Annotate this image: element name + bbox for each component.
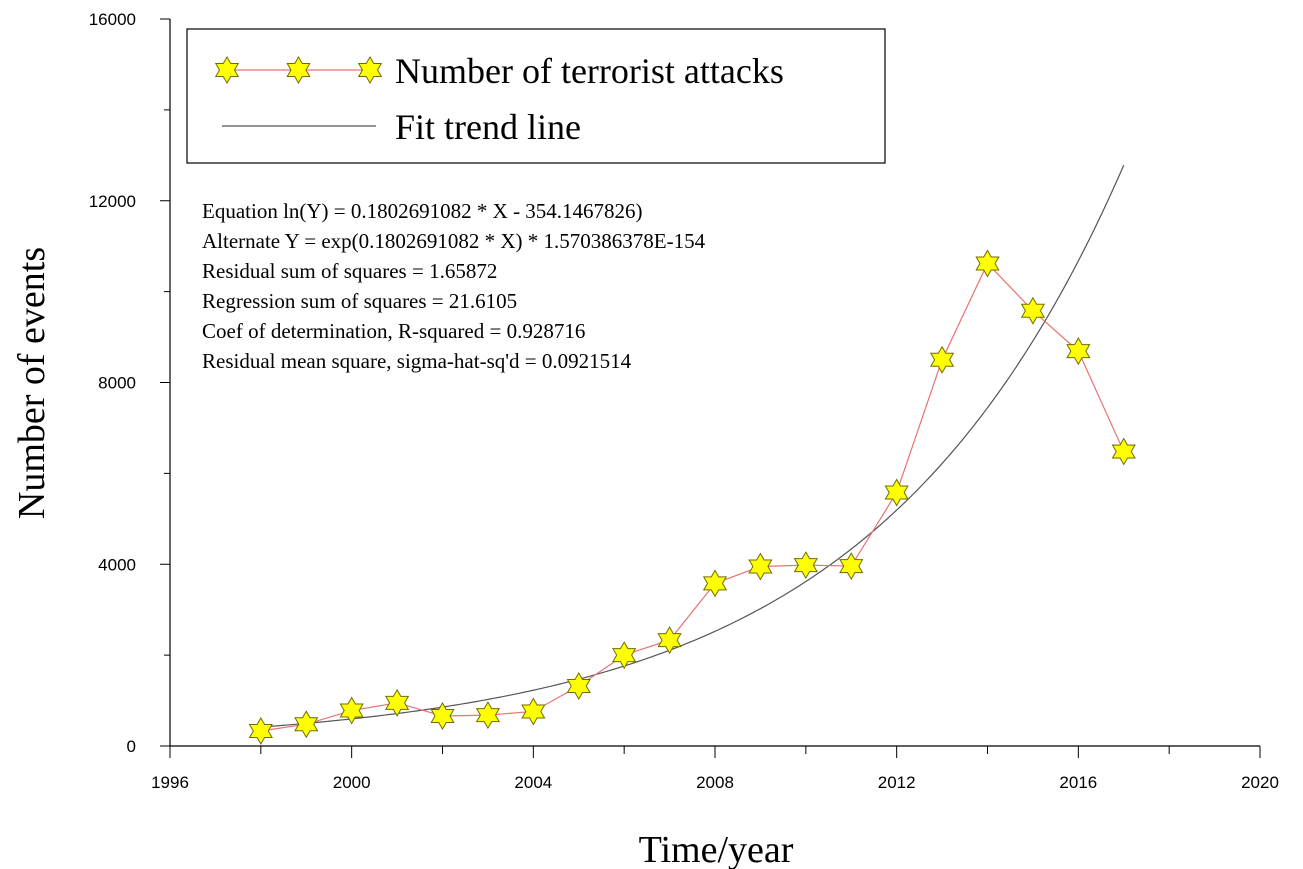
data-point-star [1020,296,1046,325]
y-tick-label: 12000 [89,192,136,211]
legend-star-marker [214,55,240,85]
data-point-star [475,701,501,730]
data-point-star [566,672,591,701]
data-point-star [430,702,455,731]
x-tick-label: 2008 [696,773,734,792]
fit-statistic-line: Regression sum of squares = 21.6105 [202,289,517,313]
x-tick-label: 1996 [151,773,189,792]
fit-statistics: Equation ln(Y) = 0.1802691082 * X - 354.… [202,199,706,373]
data-point-star [339,696,364,725]
data-series-layer [248,249,1136,746]
data-point-star [384,688,410,717]
legend-box [186,28,886,164]
y-tick-label: 16000 [89,10,136,29]
data-point-star [1066,337,1091,366]
data-point-star [612,641,637,670]
fit-trend-line [260,164,1125,728]
data-point-star [839,552,864,581]
data-point-star [657,626,682,655]
data-point-star [929,345,955,374]
fit-trend-line-layer [260,164,1125,728]
data-point-star [521,697,546,726]
legend-label-fit: Fit trend line [395,107,581,147]
x-tick-label: 2012 [878,773,916,792]
x-tick-label: 2004 [514,773,552,792]
legend-label-attacks: Number of terrorist attacks [395,51,784,91]
axes: 0 4000 8000 12000 16000 1996 2000 2004 2008 2012 2… [89,10,1279,792]
data-point-star [884,478,909,507]
x-axis-title: Time/year [639,829,794,869]
legend: Number of terrorist attacks Fit trend lin… [186,28,886,164]
y-tick-label: 4000 [98,555,136,574]
data-point-star [248,717,273,746]
fit-statistic-line: Residual mean square, sigma-hat-sq'd = 0… [202,349,632,373]
fit-statistic-line: Coef of determination, R-squared = 0.928… [202,319,585,343]
legend-star-marker [286,55,311,85]
data-point-star [1111,437,1136,466]
y-axis-title: Number of events [11,247,53,519]
x-tick-label: 2020 [1241,773,1279,792]
data-point-star [702,569,728,598]
fit-statistic-line: Equation ln(Y) = 0.1802691082 * X - 354.… [202,199,643,223]
y-tick-label: 0 [127,737,136,756]
data-point-star [793,551,818,580]
fit-statistic-line: Residual sum of squares = 1.65872 [202,259,497,283]
x-tick-label: 2000 [333,773,371,792]
y-tick-label: 8000 [98,374,136,393]
fit-statistic-line: Alternate Y = exp(0.1802691082 * X) * 1.… [202,229,706,253]
data-point-star [748,552,773,581]
data-point-star [975,249,1000,278]
data-point-star [294,710,319,739]
legend-star-marker [357,55,383,85]
x-tick-label: 2016 [1059,773,1097,792]
